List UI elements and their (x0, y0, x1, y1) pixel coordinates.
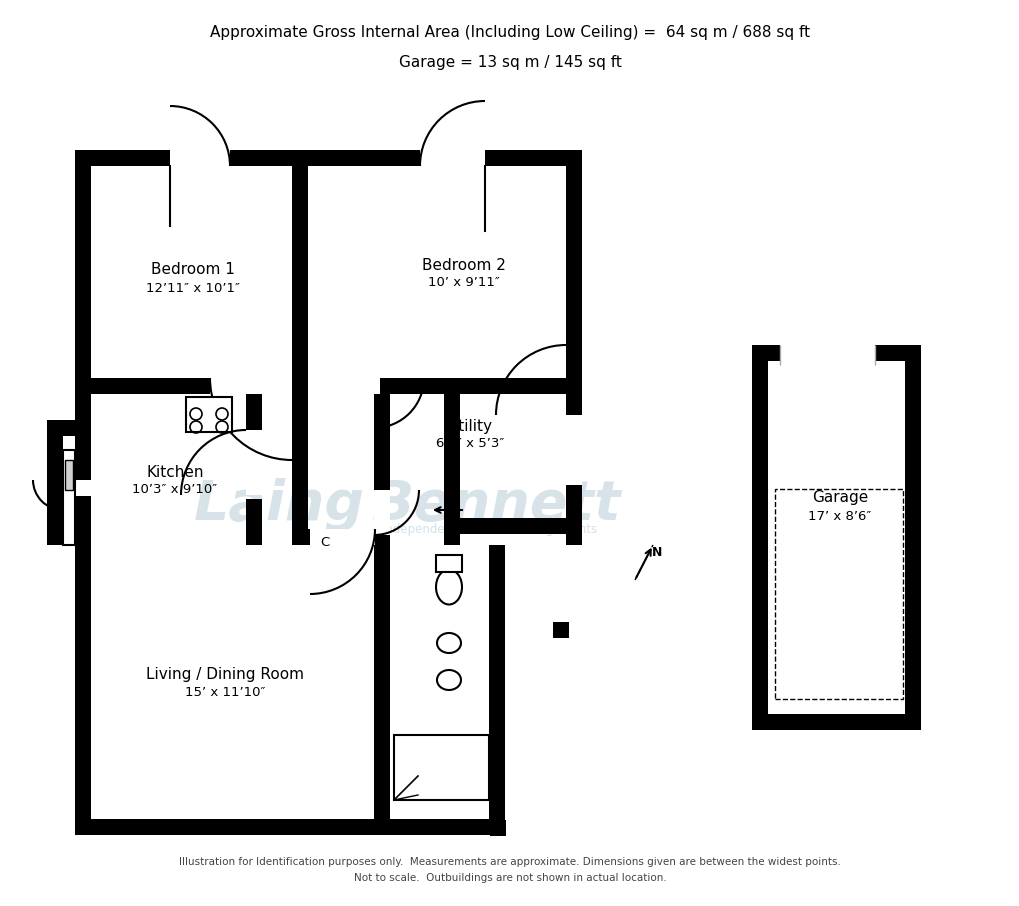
Bar (751, 345, 767, 730)
Bar (374, 490, 389, 535)
Text: 15’ x 11’10″: 15’ x 11’10″ (184, 687, 265, 699)
Text: Bedroom 1: Bedroom 1 (151, 263, 234, 277)
Bar (75, 819, 389, 835)
Text: Illustration for Identification purposes only.  Measurements are approximate. Di: Illustration for Identification purposes… (179, 857, 840, 867)
Bar (185, 397, 231, 432)
Bar (47, 420, 63, 545)
Ellipse shape (436, 633, 461, 653)
Bar (552, 622, 569, 638)
Text: 12’11″ x 10’1″: 12’11″ x 10’1″ (146, 282, 239, 294)
Bar (488, 545, 504, 835)
Text: Kitchen: Kitchen (146, 466, 204, 480)
Bar (246, 378, 262, 480)
Bar (246, 430, 262, 495)
Text: 6’9″ x 5’3″: 6’9″ x 5’3″ (435, 438, 503, 450)
Bar (460, 518, 582, 534)
Bar (393, 735, 488, 800)
Ellipse shape (435, 570, 462, 604)
Bar (443, 518, 582, 534)
Bar (330, 378, 380, 394)
Bar (291, 378, 308, 545)
Text: Bennett: Bennett (372, 478, 621, 532)
Bar (374, 378, 389, 545)
Bar (751, 714, 920, 730)
Bar (63, 450, 75, 545)
Bar (310, 529, 375, 545)
Ellipse shape (436, 670, 461, 690)
Bar (904, 345, 920, 730)
Text: independent estate & letting agents: independent estate & letting agents (382, 524, 597, 536)
Bar (374, 378, 443, 394)
Text: Bedroom 2: Bedroom 2 (422, 257, 505, 273)
Text: 10’3″ x 9’10″: 10’3″ x 9’10″ (132, 484, 217, 496)
Bar (65, 460, 73, 490)
Bar (246, 499, 262, 545)
Bar (751, 345, 920, 361)
Bar (443, 378, 460, 545)
Bar (566, 415, 582, 485)
Bar (75, 378, 294, 394)
Bar (47, 420, 75, 436)
Text: C: C (320, 536, 329, 550)
Bar (291, 150, 308, 378)
Text: Laing: Laing (194, 478, 365, 532)
Text: N: N (651, 546, 661, 560)
Text: Garage = 13 sq m / 145 sq ft: Garage = 13 sq m / 145 sq ft (398, 54, 621, 70)
Text: Garage: Garage (811, 490, 867, 506)
Bar (774, 489, 902, 699)
Text: 17’ x 8’6″: 17’ x 8’6″ (807, 509, 871, 523)
Bar (443, 518, 460, 545)
Text: Utility: Utility (447, 419, 492, 435)
Bar (435, 555, 462, 572)
Bar (891, 714, 920, 730)
Bar (170, 150, 229, 166)
Bar (75, 150, 582, 166)
Bar (291, 529, 389, 545)
Bar (374, 819, 504, 835)
Bar (210, 378, 291, 394)
Bar (420, 150, 484, 166)
Bar (566, 150, 582, 545)
Text: Living / Dining Room: Living / Dining Room (146, 668, 304, 682)
Bar (780, 345, 874, 361)
Bar (489, 820, 505, 836)
Bar (47, 529, 75, 545)
Bar (63, 480, 91, 496)
Bar (75, 150, 91, 835)
Bar (751, 714, 782, 730)
Text: 10’ x 9’11″: 10’ x 9’11″ (428, 276, 499, 290)
Text: Approximate Gross Internal Area (Including Low Ceiling) =  64 sq m / 688 sq ft: Approximate Gross Internal Area (Includi… (210, 25, 809, 41)
Bar (374, 545, 389, 835)
Bar (443, 378, 582, 394)
Text: Not to scale.  Outbuildings are not shown in actual location.: Not to scale. Outbuildings are not shown… (354, 873, 665, 883)
